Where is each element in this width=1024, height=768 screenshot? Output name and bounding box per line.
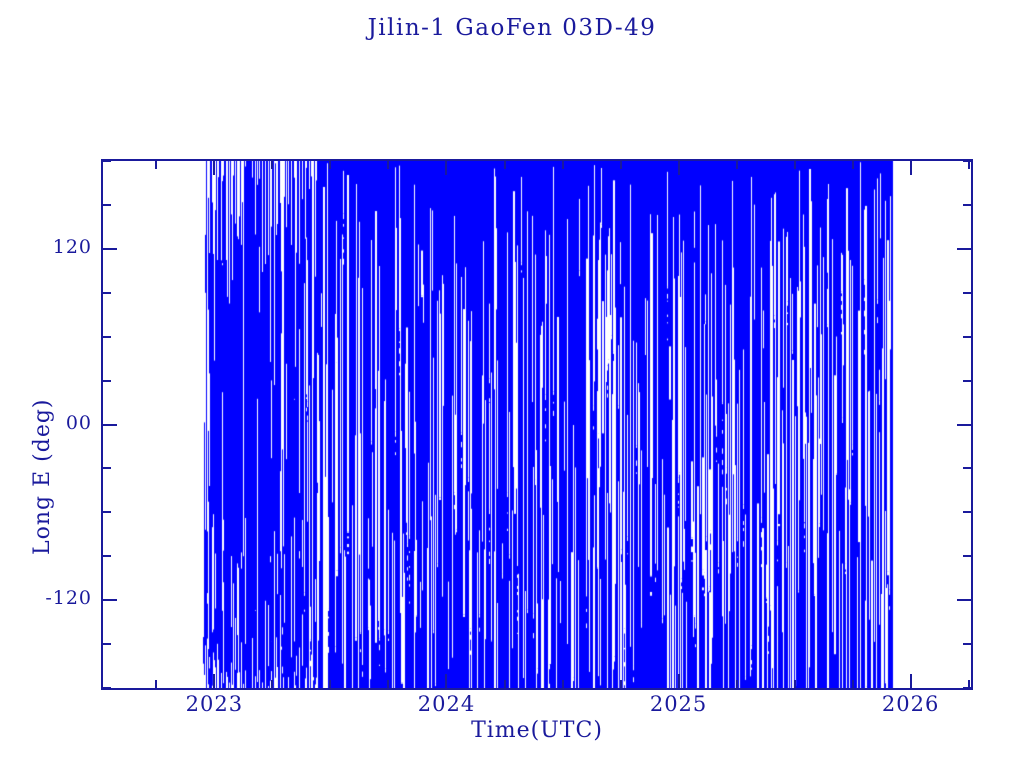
y-tick-label: -120 — [45, 587, 92, 610]
x-major-tick — [445, 674, 448, 688]
x-minor-tick — [735, 161, 738, 169]
x-minor-tick — [503, 680, 506, 688]
x-major-tick — [677, 674, 680, 688]
y-minor-tick — [103, 687, 111, 688]
x-major-tick — [213, 674, 216, 688]
x-minor-tick — [503, 161, 506, 169]
y-major-tick — [103, 423, 117, 426]
y-minor-tick — [103, 511, 111, 514]
x-minor-tick — [155, 680, 158, 688]
x-minor-tick — [329, 161, 332, 169]
y-minor-tick — [963, 643, 971, 646]
y-axis-title: Long E (deg) — [30, 398, 55, 555]
x-minor-tick — [619, 161, 622, 169]
x-minor-tick — [851, 161, 854, 169]
y-minor-tick — [963, 291, 971, 294]
y-major-tick — [957, 599, 971, 602]
y-minor-tick — [103, 335, 111, 338]
y-minor-tick — [103, 379, 111, 382]
plot-area — [101, 159, 973, 690]
y-tick-label: 00 — [65, 411, 92, 434]
y-minor-tick — [963, 161, 971, 162]
y-minor-tick — [963, 335, 971, 338]
x-minor-tick — [793, 680, 796, 688]
y-minor-tick — [103, 203, 111, 206]
chart-title: Jilin-1 GaoFen 03D-49 — [367, 15, 657, 41]
x-minor-tick — [329, 680, 332, 688]
x-minor-tick — [561, 680, 564, 688]
y-major-tick — [957, 247, 971, 250]
y-major-tick — [103, 599, 117, 602]
y-minor-tick — [103, 291, 111, 294]
x-major-tick — [909, 161, 912, 175]
x-minor-tick — [735, 680, 738, 688]
x-major-tick — [445, 161, 448, 175]
x-minor-tick — [271, 680, 274, 688]
data-series-canvas — [103, 161, 971, 688]
x-minor-tick — [271, 161, 274, 169]
x-minor-tick — [387, 161, 390, 169]
x-major-tick — [213, 161, 216, 175]
x-minor-tick — [387, 680, 390, 688]
y-minor-tick — [963, 203, 971, 206]
y-minor-tick — [103, 643, 111, 646]
x-minor-tick — [967, 161, 970, 169]
x-axis-title: Time(UTC) — [471, 718, 603, 743]
x-minor-tick — [793, 161, 796, 169]
x-major-tick — [909, 674, 912, 688]
x-tick-label: 2026 — [881, 692, 940, 716]
x-tick-label: 2024 — [417, 692, 476, 716]
x-tick-label: 2023 — [185, 692, 244, 716]
y-minor-tick — [103, 555, 111, 558]
x-minor-tick — [967, 680, 970, 688]
y-minor-tick — [103, 161, 111, 162]
x-tick-label: 2025 — [649, 692, 708, 716]
y-minor-tick — [963, 687, 971, 688]
x-minor-tick — [851, 680, 854, 688]
x-major-tick — [677, 161, 680, 175]
x-minor-tick — [155, 161, 158, 169]
y-minor-tick — [963, 467, 971, 470]
y-major-tick — [957, 423, 971, 426]
y-minor-tick — [963, 379, 971, 382]
y-minor-tick — [963, 511, 971, 514]
x-minor-tick — [619, 680, 622, 688]
y-tick-label: 120 — [52, 235, 92, 258]
y-minor-tick — [103, 467, 111, 470]
y-major-tick — [103, 247, 117, 250]
x-minor-tick — [561, 161, 564, 169]
y-minor-tick — [963, 555, 971, 558]
